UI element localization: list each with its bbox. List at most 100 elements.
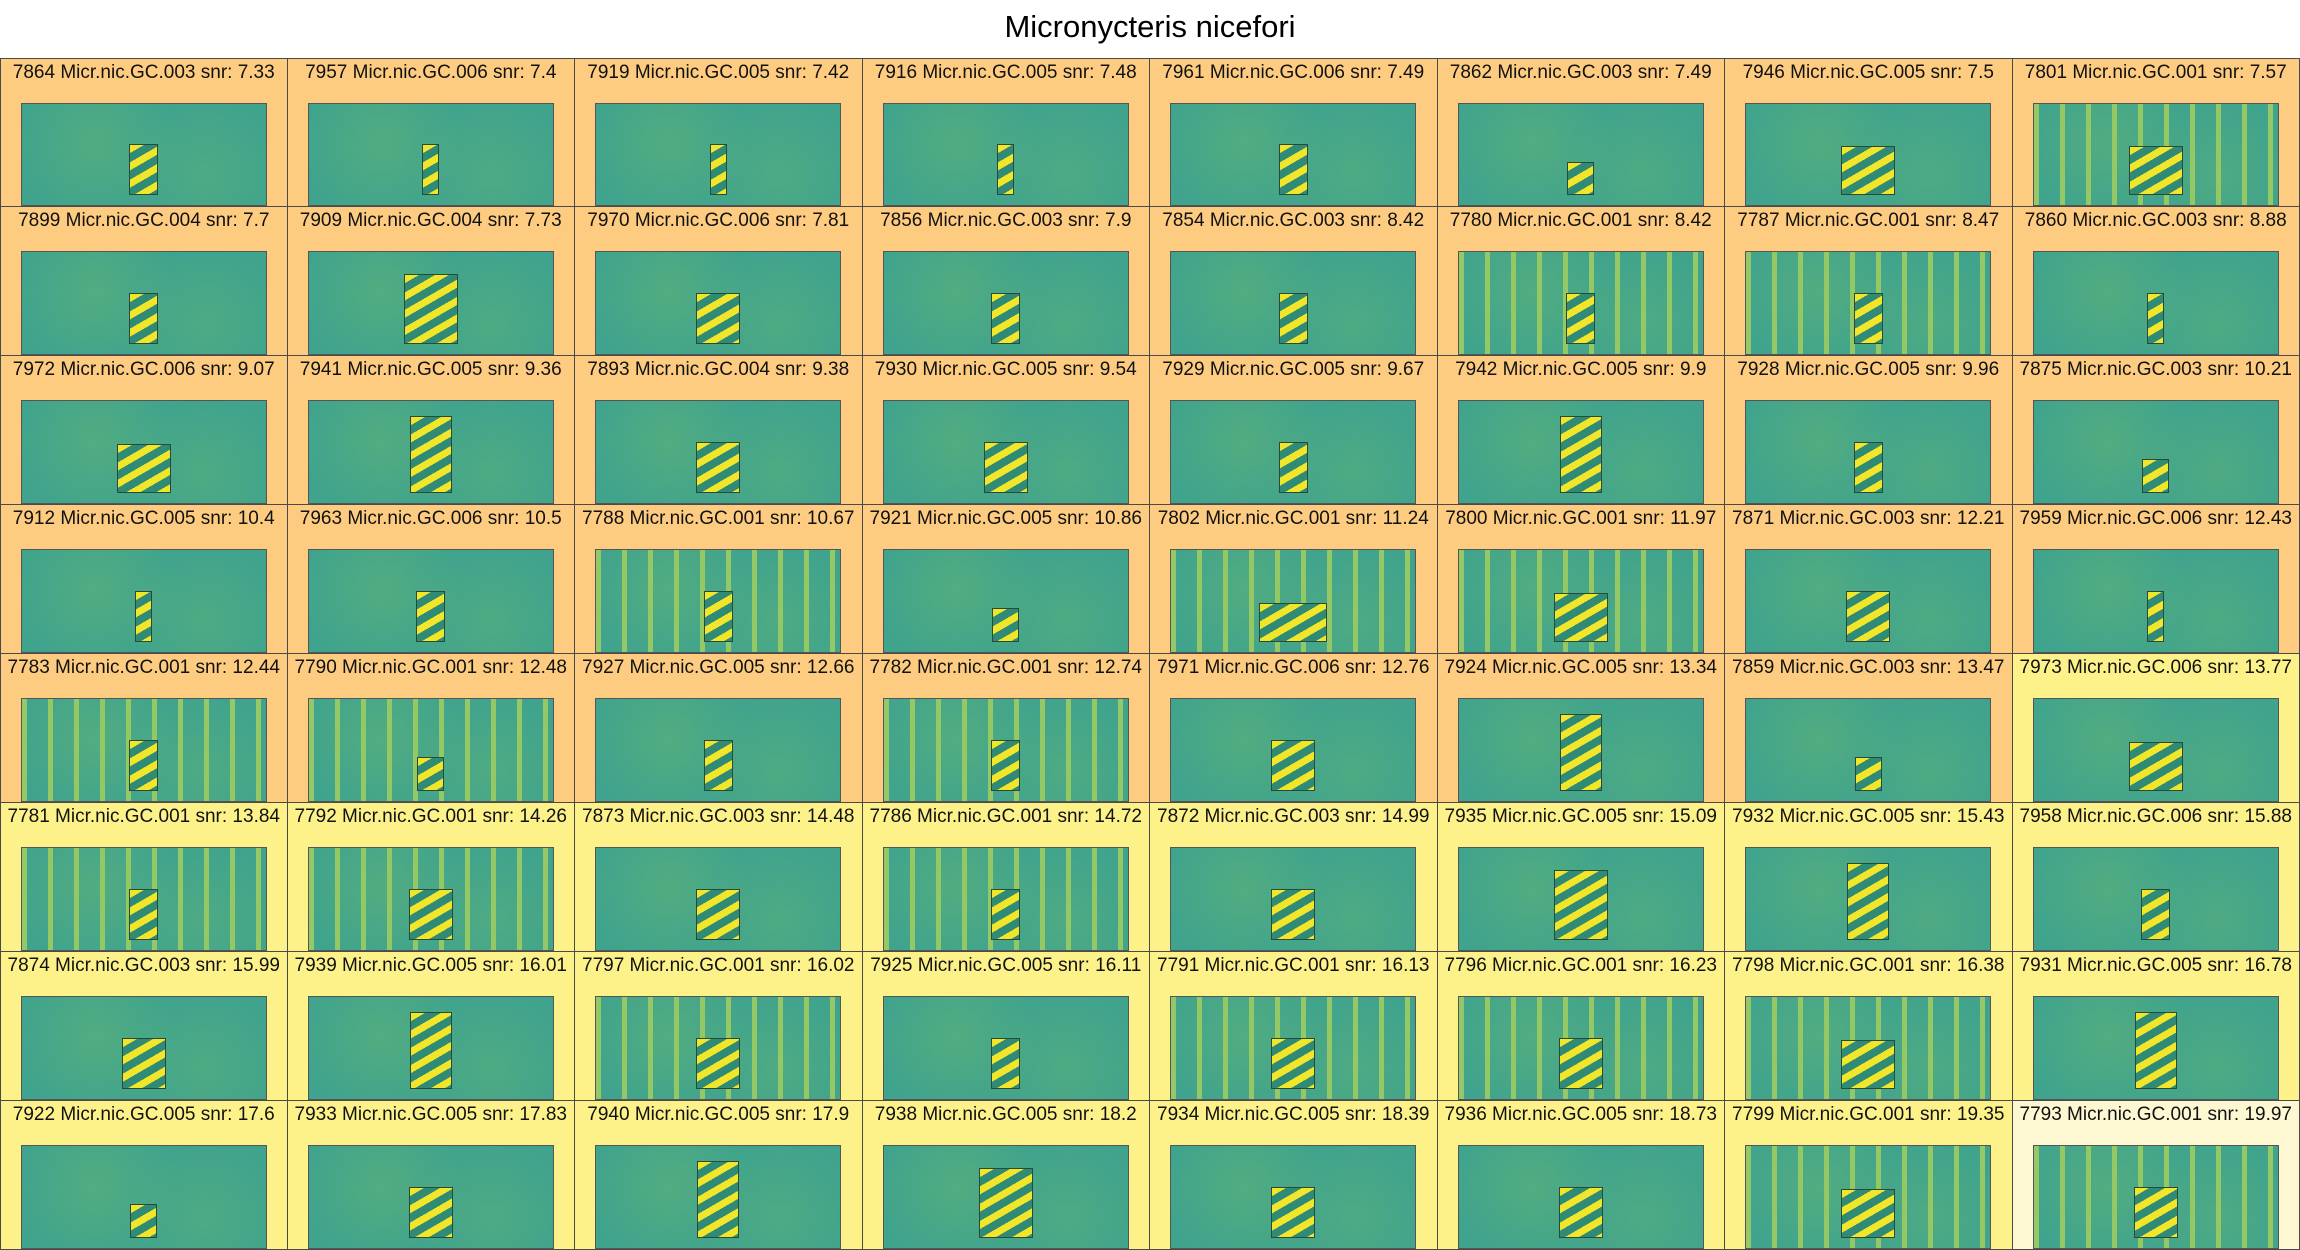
spectrogram-image [1745, 698, 1992, 802]
spectrogram-panel: 7912 Micr.nic.GC.005 snr: 10.4 [0, 505, 288, 654]
panel-label: 7899 Micr.nic.GC.004 snr: 7.7 [18, 210, 270, 231]
panel-label: 7873 Micr.nic.GC.003 snr: 14.48 [582, 806, 855, 827]
call-bounding-box [116, 443, 171, 493]
spectrogram-panel: 7786 Micr.nic.GC.001 snr: 14.72 [862, 803, 1150, 952]
spectrogram-panel: 7958 Micr.nic.GC.006 snr: 15.88 [2012, 803, 2300, 952]
call-bounding-box [1841, 1039, 1896, 1089]
spectrogram-panel: 7929 Micr.nic.GC.005 snr: 9.67 [1150, 356, 1438, 505]
call-bounding-box [1553, 870, 1608, 940]
call-bounding-box [1841, 1188, 1896, 1238]
panel-label: 7874 Micr.nic.GC.003 snr: 15.99 [7, 955, 280, 976]
spectrogram-panel: 7939 Micr.nic.GC.005 snr: 16.01 [287, 952, 575, 1101]
spectrogram-panel: 7973 Micr.nic.GC.006 snr: 13.77 [2012, 654, 2300, 803]
spectrogram-image [20, 400, 267, 504]
spectrogram-image [307, 549, 554, 653]
spectrogram-panel: 7916 Micr.nic.GC.005 snr: 7.48 [862, 58, 1150, 207]
spectrogram-image [1745, 1145, 1992, 1249]
panel-label: 7935 Micr.nic.GC.005 snr: 15.09 [1444, 806, 1717, 827]
spectrogram-image [882, 400, 1129, 504]
spectrogram-panel: 7970 Micr.nic.GC.006 snr: 7.81 [575, 207, 863, 356]
spectrogram-panel: 7781 Micr.nic.GC.001 snr: 13.84 [0, 803, 288, 952]
spectrogram-image [1170, 103, 1417, 206]
spectrogram-image [20, 549, 267, 653]
call-bounding-box [1566, 292, 1596, 344]
spectrogram-image [1745, 103, 1992, 206]
panel-label: 7936 Micr.nic.GC.005 snr: 18.73 [1444, 1104, 1717, 1125]
panel-label: 7961 Micr.nic.GC.006 snr: 7.49 [1162, 62, 1425, 83]
spectrogram-panel: 7899 Micr.nic.GC.004 snr: 7.7 [0, 207, 288, 356]
panel-label: 7856 Micr.nic.GC.003 snr: 7.9 [880, 210, 1132, 231]
spectrogram-image [1170, 1145, 1417, 1249]
spectrogram-image [2032, 698, 2279, 802]
call-bounding-box [422, 144, 440, 195]
spectrogram-image [882, 1145, 1129, 1249]
call-bounding-box [2147, 590, 2165, 642]
spectrogram-panel: 7930 Micr.nic.GC.005 snr: 9.54 [862, 356, 1150, 505]
spectrogram-panel: 7971 Micr.nic.GC.006 snr: 12.76 [1150, 654, 1438, 803]
spectrogram-panel: 7780 Micr.nic.GC.001 snr: 8.42 [1437, 207, 1725, 356]
spectrogram-panel: 7933 Micr.nic.GC.005 snr: 17.83 [287, 1101, 575, 1250]
spectrogram-panel: 7938 Micr.nic.GC.005 snr: 18.2 [862, 1101, 1150, 1250]
spectrogram-panel: 7963 Micr.nic.GC.006 snr: 10.5 [287, 505, 575, 654]
spectrogram-panel: 7871 Micr.nic.GC.003 snr: 12.21 [1725, 505, 2013, 654]
panel-label: 7791 Micr.nic.GC.001 snr: 16.13 [1157, 955, 1430, 976]
call-bounding-box [992, 608, 1020, 642]
call-bounding-box [2128, 146, 2183, 195]
call-bounding-box [991, 292, 1021, 344]
spectrogram-image [1170, 251, 1417, 355]
spectrogram-image [20, 1145, 267, 1249]
spectrogram-image [595, 251, 842, 355]
call-bounding-box [129, 888, 159, 940]
panel-label: 7893 Micr.nic.GC.004 snr: 9.38 [587, 359, 850, 380]
panel-label: 7916 Micr.nic.GC.005 snr: 7.48 [874, 62, 1137, 83]
spectrogram-panel: 7783 Micr.nic.GC.001 snr: 12.44 [0, 654, 288, 803]
call-bounding-box [1854, 757, 1882, 791]
spectrogram-panel: 7946 Micr.nic.GC.005 snr: 7.5 [1725, 58, 2013, 207]
panel-label: 7959 Micr.nic.GC.006 snr: 12.43 [2019, 508, 2292, 529]
panel-label: 7780 Micr.nic.GC.001 snr: 8.42 [1449, 210, 1712, 231]
panel-label: 7931 Micr.nic.GC.005 snr: 16.78 [2019, 955, 2292, 976]
spectrogram-panel: 7928 Micr.nic.GC.005 snr: 9.96 [1725, 356, 2013, 505]
spectrogram-panel: 7919 Micr.nic.GC.005 snr: 7.42 [575, 58, 863, 207]
call-bounding-box [2142, 459, 2170, 493]
panel-label: 7970 Micr.nic.GC.006 snr: 7.81 [587, 210, 850, 231]
spectrogram-panel: 7893 Micr.nic.GC.004 snr: 9.38 [575, 356, 863, 505]
panel-label: 7792 Micr.nic.GC.001 snr: 14.26 [294, 806, 567, 827]
call-bounding-box [129, 292, 159, 344]
spectrogram-panel: 7800 Micr.nic.GC.001 snr: 11.97 [1437, 505, 1725, 654]
call-bounding-box [2134, 1012, 2177, 1089]
call-bounding-box [1278, 441, 1308, 493]
spectrogram-panel: 7801 Micr.nic.GC.001 snr: 7.57 [2012, 58, 2300, 207]
spectrogram-panel: 7934 Micr.nic.GC.005 snr: 18.39 [1150, 1101, 1438, 1250]
spectrogram-image [20, 996, 267, 1100]
panel-label: 7796 Micr.nic.GC.001 snr: 16.23 [1444, 955, 1717, 976]
panel-label: 7933 Micr.nic.GC.005 snr: 17.83 [294, 1104, 567, 1125]
spectrogram-panel: 7957 Micr.nic.GC.006 snr: 7.4 [287, 58, 575, 207]
call-bounding-box [1271, 1037, 1316, 1089]
call-bounding-box [696, 1037, 741, 1089]
panel-label: 7860 Micr.nic.GC.003 snr: 8.88 [2024, 210, 2287, 231]
panel-label: 7864 Micr.nic.GC.003 snr: 7.33 [12, 62, 275, 83]
call-bounding-box [1559, 416, 1602, 493]
panel-label: 7793 Micr.nic.GC.001 snr: 19.97 [2019, 1104, 2292, 1125]
call-bounding-box [697, 1161, 740, 1238]
call-bounding-box [991, 888, 1021, 940]
spectrogram-panel: 7922 Micr.nic.GC.005 snr: 17.6 [0, 1101, 288, 1250]
spectrogram-panel: 7788 Micr.nic.GC.001 snr: 10.67 [575, 505, 863, 654]
spectrogram-panel: 7931 Micr.nic.GC.005 snr: 16.78 [2012, 952, 2300, 1101]
spectrogram-panel: 7787 Micr.nic.GC.001 snr: 8.47 [1725, 207, 2013, 356]
panel-label: 7940 Micr.nic.GC.005 snr: 17.9 [587, 1104, 850, 1125]
spectrogram-panel: 7940 Micr.nic.GC.005 snr: 17.9 [575, 1101, 863, 1250]
spectrogram-panel: 7875 Micr.nic.GC.003 snr: 10.21 [2012, 356, 2300, 505]
call-bounding-box [416, 590, 446, 642]
spectrogram-image [20, 847, 267, 951]
panel-label: 7854 Micr.nic.GC.003 snr: 8.42 [1162, 210, 1425, 231]
call-bounding-box [1841, 146, 1896, 195]
call-bounding-box [997, 144, 1015, 195]
spectrogram-panel: 7932 Micr.nic.GC.005 snr: 15.43 [1725, 803, 2013, 952]
panel-label: 7973 Micr.nic.GC.006 snr: 13.77 [2019, 657, 2292, 678]
call-bounding-box [2141, 888, 2171, 940]
spectrogram-panel: 7782 Micr.nic.GC.001 snr: 12.74 [862, 654, 1150, 803]
call-bounding-box [983, 441, 1028, 493]
spectrogram-image [1170, 549, 1417, 653]
